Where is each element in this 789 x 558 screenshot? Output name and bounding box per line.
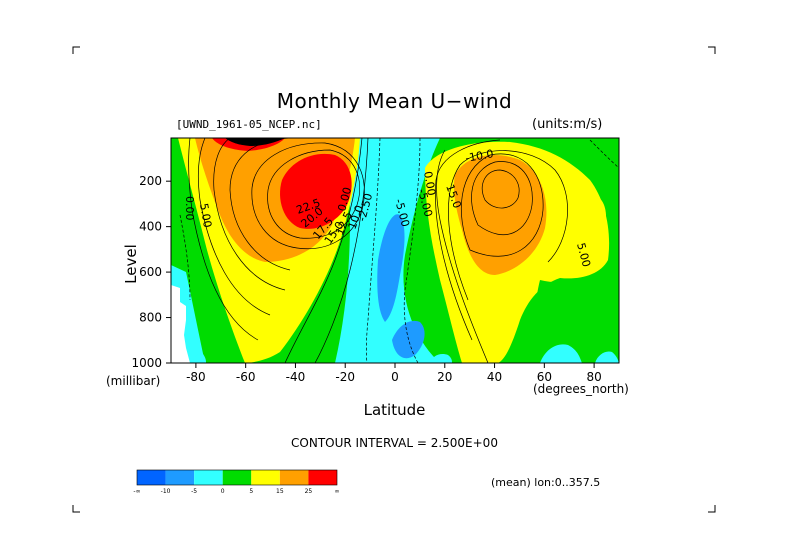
fill-orange-nh (453, 155, 547, 275)
fill-yellow-nh-lobe (575, 194, 606, 242)
y-axis-unit: (millibar) (106, 374, 161, 388)
contour-sh-5 (198, 138, 271, 316)
colorbar-swatch (279, 470, 309, 485)
crop-mark-top-right (708, 46, 716, 54)
colorbar-frame (136, 469, 338, 486)
y-tick-label: 400 (139, 220, 162, 234)
colorbar-label: 5 (249, 488, 253, 495)
x-tick-label: -60 (236, 370, 256, 384)
crop-mark-bottom-left (72, 505, 80, 513)
crop-marks (72, 46, 716, 513)
colorbar-label: ∞ (335, 488, 340, 495)
contour-sh-2 (251, 142, 365, 250)
fill-white-antarctic (171, 285, 190, 363)
lon-note: (mean) lon:0..357.5 (491, 476, 601, 489)
colorbar-swatch (165, 470, 195, 485)
contour-sh-3 (229, 138, 291, 271)
x-tick-label: 0 (391, 370, 399, 384)
y-tick-label: 600 (139, 265, 162, 279)
colorbar-label: 25 (305, 488, 313, 495)
crop-mark-bottom-right (708, 505, 716, 513)
colorbar-swatch (251, 470, 280, 485)
contour-dash-4 (589, 139, 619, 169)
contour-dash-2 (403, 138, 421, 363)
y-axis-title: Level (122, 244, 140, 284)
colorbar-label: -5 (191, 488, 197, 495)
x-tick-label: 60 (537, 370, 552, 384)
contour-label: 0.00 (421, 170, 438, 196)
x-tick-label: 20 (437, 370, 452, 384)
fill-cyan-nh-surface (540, 344, 582, 363)
chart-title: Monthly Mean U−wind (276, 89, 513, 113)
contour-label: 0.00 (183, 196, 196, 221)
fill-cyan-eq-surface (430, 353, 452, 363)
x-axis: -80 -60 -40 -20 0 20 40 60 80 (186, 363, 602, 384)
contour-sh-1 (267, 149, 361, 239)
fill-red-sh-jet (280, 153, 352, 229)
colorbar-swatch (308, 470, 337, 485)
contour-nh-5 (435, 139, 501, 341)
x-axis-title: Latitude (363, 401, 426, 419)
contour-sh-eq1 (284, 138, 363, 363)
fill-blue-tropics (377, 214, 405, 322)
contour-sh-eq2 (314, 138, 369, 363)
y-tick-label: 200 (139, 174, 162, 188)
fill-black-strat (225, 138, 285, 146)
crop-mark-top-left (72, 46, 80, 54)
contour-field (171, 138, 619, 363)
contour-lines (179, 138, 619, 363)
colorbar-swatch (137, 470, 166, 485)
x-tick-label: 80 (586, 370, 601, 384)
contour-label: 5.00 (574, 241, 593, 268)
y-tick-label: 1000 (131, 356, 162, 370)
contour-interval-text: CONTOUR INTERVAL = 2.500E+00 (291, 436, 498, 450)
contour-nh-3 (460, 153, 544, 257)
fill-green-nh-low (530, 268, 619, 363)
x-tick-label: -80 (186, 370, 206, 384)
contour-nh-1 (481, 169, 520, 209)
fill-cyan-nh-surface-2 (595, 351, 619, 363)
contour-label: 5.00 (197, 202, 214, 228)
colorbar-label: -10 (161, 488, 171, 495)
colorbar-swatch (194, 470, 223, 485)
contour-sh-4 (213, 138, 286, 291)
contour-dash-1 (365, 138, 381, 363)
colorbar: -∞ -10 -5 0 5 15 25 ∞ (133, 469, 340, 495)
contour-nh-2 (471, 161, 533, 235)
x-tick-label: 40 (487, 370, 502, 384)
y-tick-label: 800 (139, 311, 162, 325)
x-tick-label: -40 (286, 370, 306, 384)
dataset-label: [UWND_1961-05_NCEP.nc] (176, 118, 322, 131)
x-axis-unit: (degrees_north) (533, 382, 629, 396)
colorbar-label: 15 (276, 488, 284, 495)
fill-cyan-sh-surface (192, 353, 206, 363)
colorbar-swatch (222, 470, 252, 485)
contour-dash-3 (179, 214, 191, 301)
contour-nh-6 (436, 149, 489, 363)
x-tick-label: -20 (335, 370, 355, 384)
units-label: (units:m/s) (532, 117, 603, 132)
contour-label: 0.00 (335, 186, 354, 213)
contour-sh-6 (188, 138, 259, 341)
contour-label: -10.0 (464, 147, 494, 165)
colorbar-label: 0 (221, 488, 225, 495)
colorbar-label: -∞ (133, 488, 140, 495)
y-axis: 200 400 600 800 1000 (131, 174, 171, 370)
contour-nh-4 (448, 150, 568, 301)
